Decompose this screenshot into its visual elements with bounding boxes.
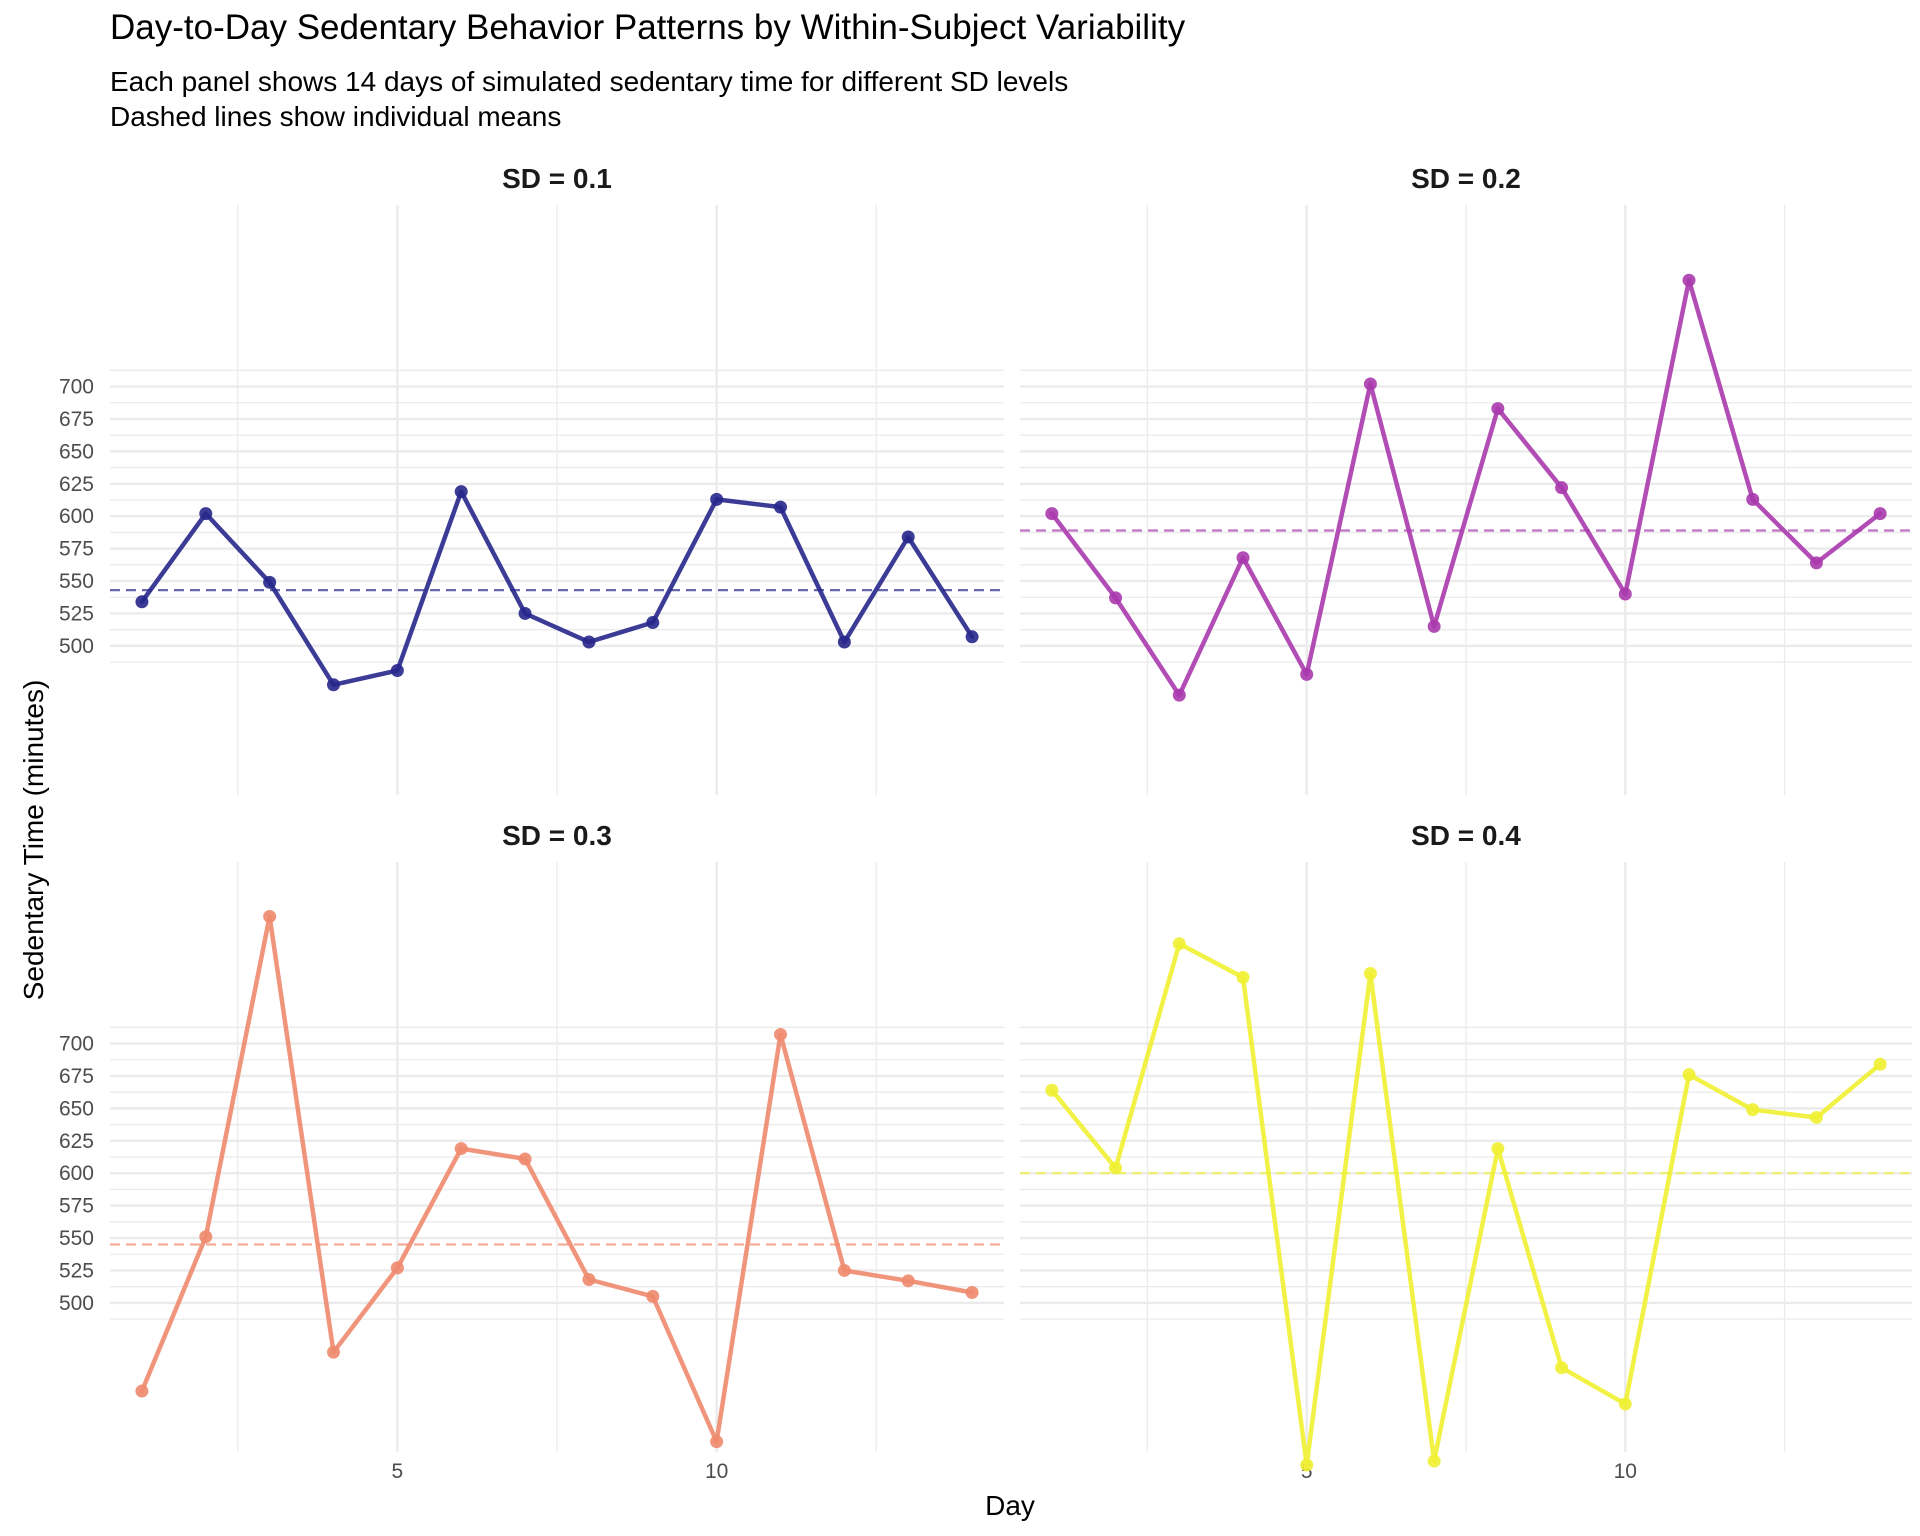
data-point [1236, 551, 1250, 565]
series-line [139, 489, 975, 688]
data-point [1682, 273, 1696, 287]
data-point [1491, 1142, 1505, 1156]
data-point [1172, 688, 1186, 702]
chart-title: Day-to-Day Sedentary Behavior Patterns b… [110, 8, 1186, 47]
data-point [1682, 1068, 1696, 1082]
data-point [837, 635, 851, 649]
data-point [1363, 967, 1377, 981]
data-point [390, 664, 404, 678]
subtitle-line-1: Each panel shows 14 days of simulated se… [110, 66, 1069, 97]
data-point [390, 1261, 404, 1275]
y-tick-label: 700 [59, 376, 94, 399]
y-tick-label: 600 [59, 505, 94, 528]
x-tick-label: 10 [705, 1460, 728, 1483]
x-tick-label: 5 [392, 1460, 404, 1483]
data-point [327, 1345, 340, 1359]
data-point [1109, 1161, 1123, 1175]
data-point [1427, 619, 1441, 633]
y-tick-label: 500 [59, 635, 94, 658]
facet-label: SD = 0.4 [1411, 820, 1521, 851]
data-point [135, 595, 149, 609]
data-point [1427, 1454, 1441, 1468]
series-line [1049, 277, 1883, 698]
y-tick-label: 575 [59, 1195, 94, 1218]
data-point [837, 1263, 851, 1277]
data-point [1873, 1057, 1887, 1071]
y-tick-label: 625 [59, 1130, 94, 1153]
data-point [454, 485, 468, 499]
data-point [774, 1027, 787, 1041]
data-point [1555, 481, 1569, 495]
data-point [1746, 1103, 1760, 1117]
data-point [1618, 1397, 1632, 1411]
y-tick-label: 525 [59, 1259, 94, 1282]
y-tick-label: 625 [59, 473, 94, 496]
data-point [646, 616, 660, 630]
data-point [1172, 937, 1186, 951]
facet-label: SD = 0.3 [502, 820, 612, 851]
x-axis-label: Day [985, 1490, 1035, 1521]
data-point [1491, 402, 1505, 416]
data-point [518, 606, 532, 620]
data-point [1300, 1458, 1314, 1472]
data-point [1809, 556, 1823, 570]
data-point [582, 635, 596, 649]
data-point [1363, 377, 1377, 391]
data-point [135, 1384, 149, 1398]
facet-label: SD = 0.1 [502, 163, 612, 194]
data-point [710, 1435, 724, 1449]
series-line [1049, 941, 1883, 1468]
data-point [1300, 667, 1314, 681]
data-point [1618, 587, 1632, 601]
x-tick-label: 10 [1614, 1460, 1637, 1483]
y-tick-label: 650 [59, 440, 94, 463]
data-point [1873, 507, 1887, 521]
subtitle-line-2: Dashed lines show individual means [110, 101, 562, 132]
data-point [199, 507, 213, 521]
x-tick-label: 5 [1301, 1460, 1313, 1483]
data-point [965, 630, 979, 644]
y-tick-label: 550 [59, 1227, 94, 1250]
y-tick-label: 575 [59, 538, 94, 561]
data-point [263, 909, 277, 923]
data-point [1045, 1083, 1059, 1097]
data-point [1236, 970, 1250, 984]
data-point [710, 492, 724, 506]
y-tick-label: 675 [59, 408, 94, 431]
y-tick-label: 550 [59, 570, 94, 593]
y-tick-label: 650 [59, 1097, 94, 1120]
chart-subtitle: Each panel shows 14 days of simulated se… [110, 64, 1068, 134]
data-point [1109, 591, 1123, 605]
data-point [1045, 507, 1059, 521]
y-tick-label: 525 [59, 602, 94, 625]
data-point [901, 1274, 915, 1288]
y-tick-label: 600 [59, 1162, 94, 1185]
data-point [263, 575, 277, 589]
data-point [1746, 492, 1760, 506]
data-point [774, 500, 787, 514]
data-point [1555, 1361, 1569, 1375]
data-point [1809, 1110, 1823, 1124]
data-point [582, 1273, 596, 1287]
y-tick-label: 500 [59, 1292, 94, 1315]
series-line [139, 914, 975, 1444]
data-point [199, 1230, 213, 1244]
y-tick-label: 700 [59, 1033, 94, 1056]
facet-label: SD = 0.2 [1411, 163, 1521, 194]
data-point [454, 1142, 468, 1156]
data-point [327, 678, 340, 692]
data-point [901, 530, 915, 544]
data-point [646, 1289, 660, 1303]
data-point [965, 1286, 979, 1300]
data-point [518, 1152, 532, 1166]
y-tick-label: 675 [59, 1065, 94, 1088]
